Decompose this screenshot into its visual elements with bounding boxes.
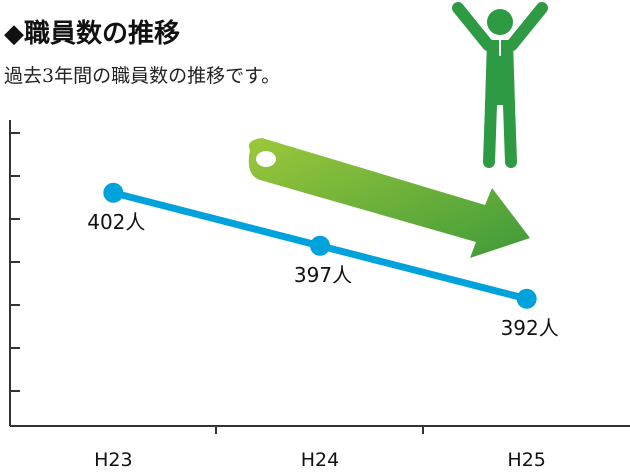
chart: ◆職員数の推移 過去3年間の職員数の推移です。 H23 H24 H25 402人 397… [0,0,630,472]
data-label: 397人 [294,263,352,287]
data-point [310,236,330,256]
x-tick-label: H24 [301,449,339,471]
chart-subtitle: 過去3年間の職員数の推移です。 [4,65,280,87]
x-tick-label: H23 [94,449,132,471]
person-illustration [458,8,542,162]
x-tick-label: H25 [507,449,545,471]
data-label: 392人 [501,316,559,340]
data-point [103,183,123,203]
data-point [517,289,537,309]
chart-title: ◆職員数の推移 [4,19,180,49]
data-label: 402人 [87,210,145,234]
